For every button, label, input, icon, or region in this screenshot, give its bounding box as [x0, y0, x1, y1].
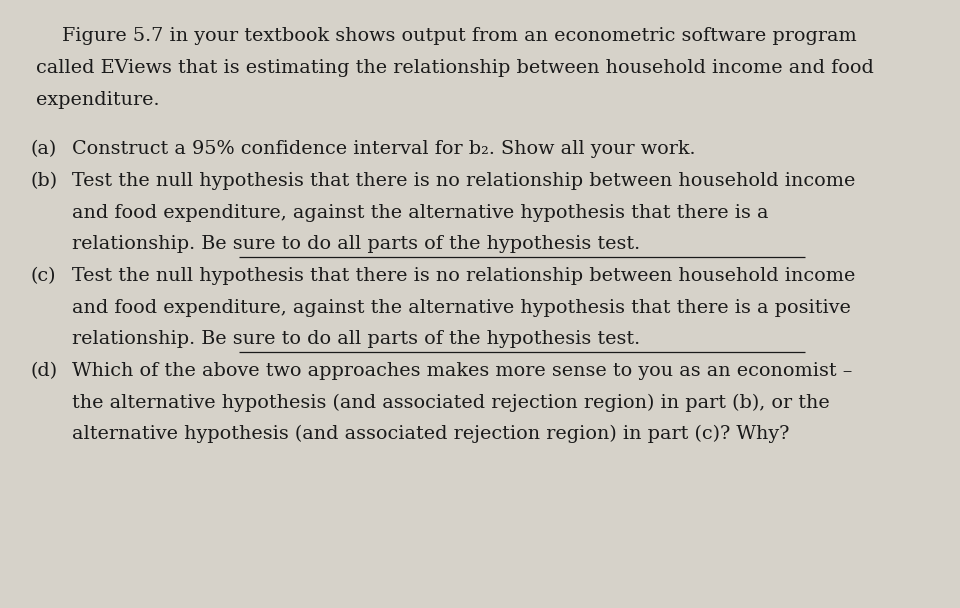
Text: Which of the above two approaches makes more sense to you as an economist –: Which of the above two approaches makes …	[72, 362, 852, 380]
Text: and food expenditure, against the alternative hypothesis that there is a: and food expenditure, against the altern…	[72, 204, 769, 222]
Text: relationship. Be sure to do all parts of the hypothesis test.: relationship. Be sure to do all parts of…	[72, 235, 640, 254]
Text: alternative hypothesis (and associated rejection region) in part (c)? Why?: alternative hypothesis (and associated r…	[72, 425, 789, 443]
Text: (c): (c)	[31, 267, 57, 285]
Text: (d): (d)	[31, 362, 58, 380]
Text: Test the null hypothesis that there is no relationship between household income: Test the null hypothesis that there is n…	[72, 267, 855, 285]
Text: expenditure.: expenditure.	[36, 91, 160, 109]
Text: the alternative hypothesis (and associated rejection region) in part (b), or the: the alternative hypothesis (and associat…	[72, 393, 829, 412]
Text: Test the null hypothesis that there is no relationship between household income: Test the null hypothesis that there is n…	[72, 172, 855, 190]
Text: (b): (b)	[31, 172, 58, 190]
Text: relationship. Be sure to do all parts of the hypothesis test.: relationship. Be sure to do all parts of…	[72, 330, 640, 348]
Text: Construct a 95% confidence interval for b₂. Show all your work.: Construct a 95% confidence interval for …	[72, 140, 695, 159]
Text: Figure 5.7 in your textbook shows output from an econometric software program: Figure 5.7 in your textbook shows output…	[62, 27, 857, 46]
Text: called EViews that is estimating the relationship between household income and f: called EViews that is estimating the rel…	[36, 59, 875, 77]
Text: and food expenditure, against the alternative hypothesis that there is a positiv: and food expenditure, against the altern…	[72, 299, 851, 317]
Text: (a): (a)	[31, 140, 57, 159]
